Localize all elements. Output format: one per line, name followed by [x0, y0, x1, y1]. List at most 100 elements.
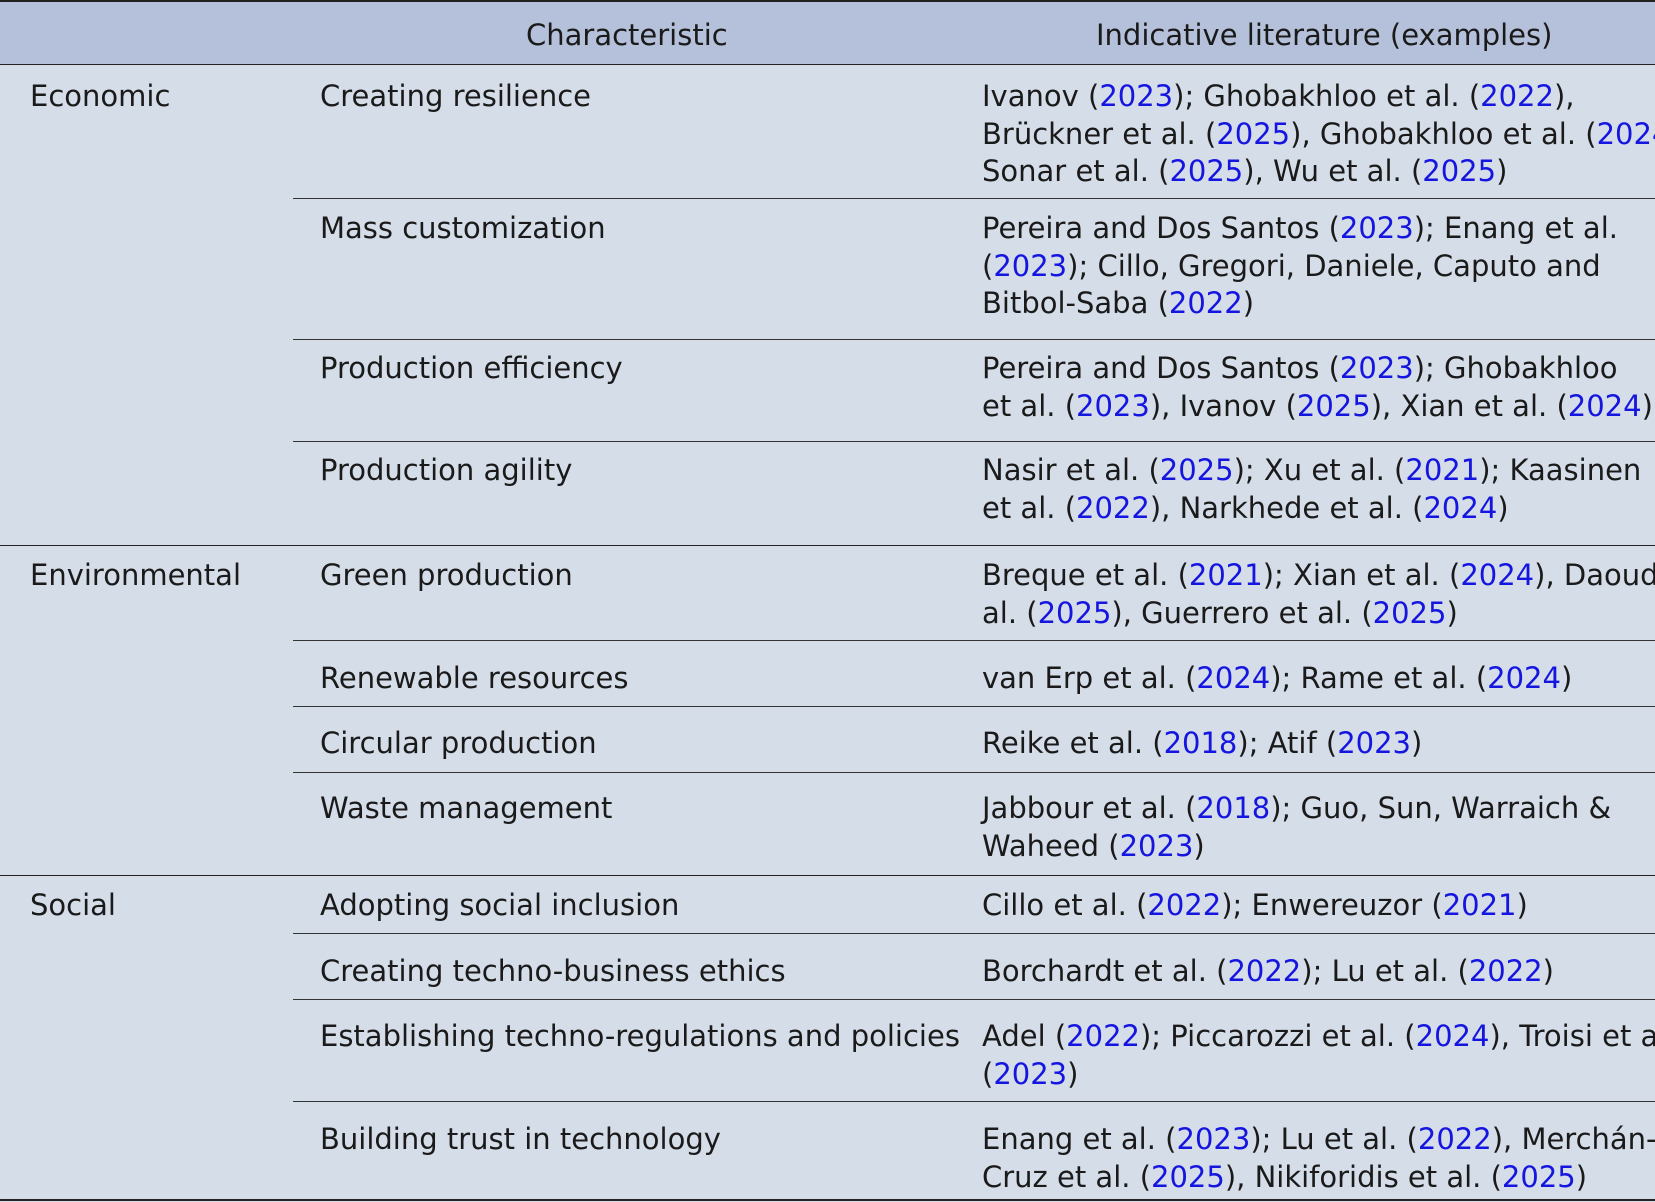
citation-text: ( — [982, 248, 994, 283]
citation-year-link[interactable]: 2022 — [1168, 286, 1243, 320]
citation-year-link[interactable]: 2022 — [1227, 954, 1302, 988]
table-header: Characteristic Indicative literature (ex… — [0, 0, 1655, 65]
citation-text: ) — [1242, 286, 1255, 320]
citation-year-link[interactable]: 2024 — [1415, 1019, 1490, 1053]
citation-year-link[interactable]: 2024 — [1196, 661, 1271, 695]
citation-text: Nasir et al. ( — [982, 453, 1160, 487]
citation-year-link[interactable]: 2025 — [1159, 453, 1234, 487]
citation-text: Pereira and Dos Santos ( — [982, 351, 1340, 385]
citation-text: ) — [1641, 388, 1653, 423]
citation-text: ) — [1496, 154, 1508, 188]
citation-year-link[interactable]: 2022 — [1147, 888, 1222, 922]
citation-year-link[interactable]: 2023 — [1099, 79, 1174, 113]
citation-year-link[interactable]: 2018 — [1196, 791, 1271, 825]
citation-text: Adel ( — [982, 1019, 1067, 1053]
citation-year-link[interactable]: 2021 — [1405, 453, 1480, 487]
citation-text: Cruz et al. ( — [982, 1159, 1152, 1194]
citation-text: ) — [1446, 595, 1458, 630]
literature-line: Enang et al. (2023); Lu et al. (2022), M… — [982, 1121, 1655, 1159]
citation-year-link[interactable]: 2021 — [1442, 888, 1517, 922]
citation-year-link[interactable]: 2024 — [1596, 116, 1655, 151]
citation-text: et al. ( — [982, 388, 1077, 423]
group-label: Social — [30, 888, 116, 922]
citation-year-link[interactable]: 2022 — [1066, 1019, 1140, 1053]
row-divider — [293, 640, 1655, 641]
citation-year-link[interactable]: 2025 — [1037, 595, 1112, 630]
citation-year-link[interactable]: 2025 — [1296, 388, 1371, 423]
literature-line: Sonar et al. (2025), Wu et al. (2025) — [982, 153, 1655, 191]
literature-line: Nasir et al. (2025); Xu et al. (2021); K… — [982, 452, 1641, 490]
literature-line: Cruz et al. (2025), Nikiforidis et al. (… — [982, 1159, 1655, 1197]
literature-line: Borchardt et al. (2022); Lu et al. (2022… — [982, 953, 1554, 991]
citation-text: ) — [1575, 1159, 1588, 1194]
citation-text: Ivanov ( — [982, 79, 1100, 113]
row-divider — [293, 198, 1655, 199]
citation-text: ); Enwereuzor ( — [1221, 888, 1443, 922]
citation-text: ); Xian et al. ( — [1262, 558, 1461, 592]
citation-year-link[interactable]: 2023 — [1119, 828, 1194, 863]
citation-year-link[interactable]: 2024 — [1423, 490, 1498, 525]
literature-cell: Pereira and Dos Santos (2023); Enang et … — [982, 210, 1618, 323]
citation-year-link[interactable]: 2022 — [1417, 1122, 1492, 1156]
citation-year-link[interactable]: 2025 — [1169, 154, 1244, 188]
characteristic-cell: Circular production — [320, 726, 597, 760]
citation-text: ) — [1411, 726, 1423, 760]
citation-year-link[interactable]: 2025 — [1501, 1159, 1576, 1194]
literature-line: Adel (2022); Piccarozzi et al. (2024), T… — [982, 1018, 1655, 1056]
citation-year-link[interactable]: 2023 — [1339, 351, 1414, 385]
citation-year-link[interactable]: 2018 — [1163, 726, 1238, 760]
citation-text: ), Ivanov ( — [1149, 388, 1297, 423]
citation-text: ); Ghobakhloo — [1413, 351, 1618, 385]
citation-year-link[interactable]: 2021 — [1188, 558, 1263, 592]
literature-cell: van Erp et al. (2024); Rame et al. (2024… — [982, 660, 1572, 698]
citation-year-link[interactable]: 2022 — [1076, 490, 1150, 525]
citation-text: ); Kaasinen — [1479, 453, 1642, 487]
citation-year-link[interactable]: 2025 — [1372, 595, 1447, 630]
citation-year-link[interactable]: 2023 — [1339, 211, 1414, 245]
citation-text: ); Rame et al. ( — [1270, 661, 1488, 695]
characteristic-cell: Creating techno-business ethics — [320, 954, 786, 988]
literature-cell: Adel (2022); Piccarozzi et al. (2024), T… — [982, 1018, 1655, 1093]
citation-text: Brückner et al. ( — [982, 116, 1217, 151]
citation-year-link[interactable]: 2022 — [1468, 954, 1543, 988]
row-divider — [293, 772, 1655, 773]
literature-line: Brückner et al. (2025), Ghobakhloo et al… — [982, 116, 1655, 154]
citation-year-link[interactable]: 2023 — [1337, 726, 1412, 760]
citation-text: ), Troisi et al. — [1489, 1019, 1655, 1053]
citation-year-link[interactable]: 2023 — [993, 248, 1068, 283]
citation-year-link[interactable]: 2023 — [993, 1056, 1068, 1091]
citation-text: Reike et al. ( — [982, 726, 1164, 760]
citation-text: ); Enang et al. — [1413, 211, 1618, 245]
citation-text: Pereira and Dos Santos ( — [982, 211, 1340, 245]
literature-line: Pereira and Dos Santos (2023); Ghobakhlo… — [982, 350, 1653, 388]
citation-year-link[interactable]: 2025 — [1422, 154, 1497, 188]
literature-cell: Jabbour et al. (2018); Guo, Sun, Warraic… — [982, 790, 1611, 865]
citation-year-link[interactable]: 2024 — [1460, 558, 1535, 592]
characteristic-cell: Waste management — [320, 791, 613, 825]
row-divider — [293, 999, 1655, 1000]
citation-text: ( — [982, 1056, 994, 1091]
citation-text: ) — [1560, 661, 1573, 695]
citation-year-link[interactable]: 2023 — [1076, 388, 1150, 423]
citation-year-link[interactable]: 2023 — [1176, 1122, 1251, 1156]
citation-year-link[interactable]: 2025 — [1216, 116, 1291, 151]
literature-cell: Enang et al. (2023); Lu et al. (2022), M… — [982, 1121, 1655, 1196]
characteristic-cell: Mass customization — [320, 211, 606, 245]
citation-text: ), Narkhede et al. ( — [1149, 490, 1424, 525]
literature-line: Bitbol-Saba (2022) — [982, 285, 1618, 323]
group-divider — [0, 875, 1655, 876]
citation-year-link[interactable]: 2024 — [1487, 661, 1561, 695]
row-divider — [293, 1101, 1655, 1102]
literature-line: Waheed (2023) — [982, 828, 1611, 866]
citation-text: ) — [1516, 888, 1528, 922]
literature-cell: Borchardt et al. (2022); Lu et al. (2022… — [982, 953, 1554, 991]
citation-year-link[interactable]: 2022 — [1480, 79, 1554, 113]
citation-year-link[interactable]: 2025 — [1151, 1159, 1225, 1194]
citation-text: ); Lu et al. ( — [1250, 1122, 1418, 1156]
citation-text: Breque et al. ( — [982, 558, 1189, 592]
citation-year-link[interactable]: 2024 — [1567, 388, 1642, 423]
literature-cell: Reike et al. (2018); Atif (2023) — [982, 725, 1422, 763]
literature-line: et al. (2022), Narkhede et al. (2024) — [982, 490, 1641, 528]
literature-line: Reike et al. (2018); Atif (2023) — [982, 725, 1422, 763]
